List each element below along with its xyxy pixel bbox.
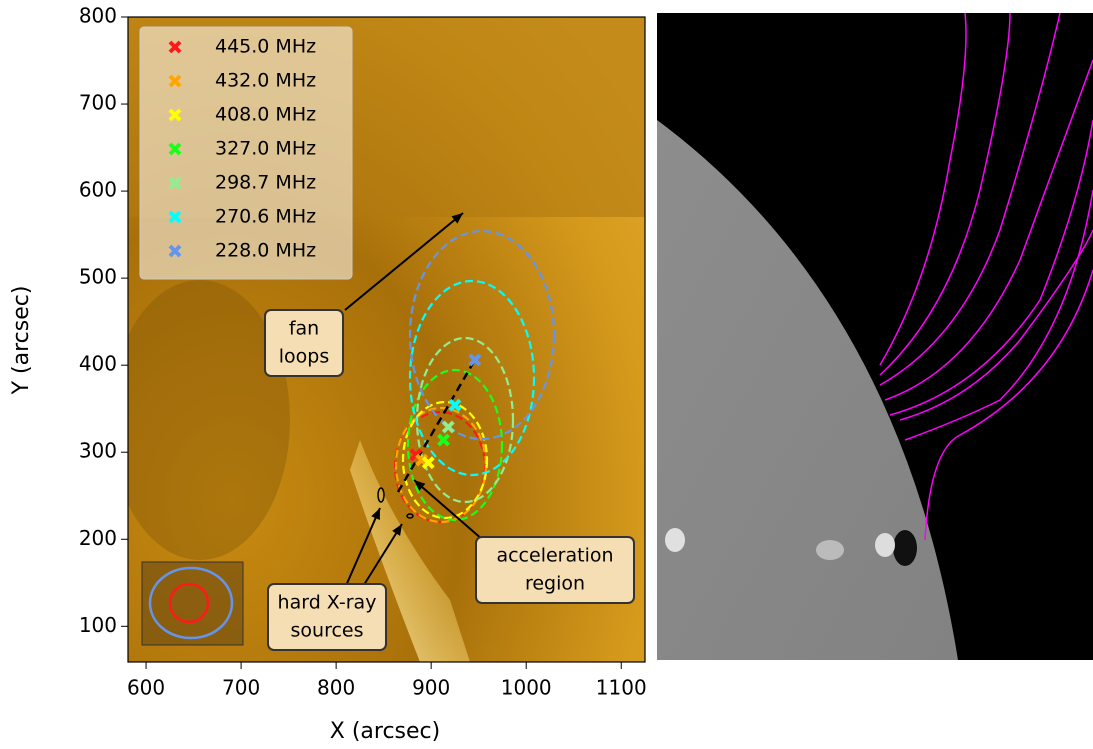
annotation-text: acceleration xyxy=(496,545,613,567)
arrow-line xyxy=(344,212,464,311)
legend-label: 432.0 MHz xyxy=(215,70,316,92)
y-tick-label: 100 xyxy=(79,613,117,637)
legend-marker xyxy=(168,74,182,88)
y-axis-label: Y (arcsec) xyxy=(9,286,34,396)
beam-circle xyxy=(168,582,210,624)
legend-marker xyxy=(168,108,182,122)
source-contour xyxy=(408,279,536,477)
hxr-contour xyxy=(406,513,414,519)
annotation-text: region xyxy=(525,573,585,595)
source-marker xyxy=(441,420,455,434)
arrow-head xyxy=(414,480,426,491)
y-tick-label: 800 xyxy=(79,4,117,28)
y-tick-label: 400 xyxy=(79,352,117,376)
y-tick-label: 500 xyxy=(79,265,117,289)
legend-label: 445.0 MHz xyxy=(215,36,316,58)
legend-marker xyxy=(168,40,182,54)
arrow-head xyxy=(451,213,463,224)
legend-label: 228.0 MHz xyxy=(215,240,316,262)
annotation-text: hard X-ray xyxy=(278,592,377,614)
legend-marker xyxy=(168,176,182,190)
x-tick-label: 800 xyxy=(317,676,355,700)
legend-label: 327.0 MHz xyxy=(215,138,316,160)
hxr-contour xyxy=(377,487,385,503)
annotation-text: fan xyxy=(289,318,319,340)
source-marker xyxy=(468,353,482,367)
x-axis-label: X (arcsec) xyxy=(330,719,440,744)
right-panel xyxy=(657,12,1093,660)
axes-frame xyxy=(127,16,646,663)
annotation-text: sources xyxy=(291,620,364,642)
arrow-line xyxy=(344,507,381,589)
source-contour xyxy=(408,229,556,441)
annotation-box xyxy=(267,583,387,651)
x-tick-label: 1000 xyxy=(501,676,552,700)
source-marker xyxy=(437,433,450,447)
legend-label: 270.6 MHz xyxy=(215,206,316,228)
annotation-box xyxy=(264,309,344,377)
annotation-text: loops xyxy=(279,346,330,368)
source-contour xyxy=(401,400,489,520)
legend-marker xyxy=(168,210,182,224)
legend-box xyxy=(139,26,353,280)
arrow-head xyxy=(392,524,402,536)
source-marker xyxy=(448,398,462,412)
legend-label: 298.7 MHz xyxy=(215,172,316,194)
y-tick-label: 300 xyxy=(79,439,117,463)
arrow-head xyxy=(371,508,380,520)
x-tick-label: 600 xyxy=(127,676,165,700)
legend-marker xyxy=(168,142,182,156)
euv-image xyxy=(128,17,645,662)
source-marker xyxy=(421,456,435,470)
arrow-line xyxy=(361,523,403,589)
arrow-line xyxy=(413,479,484,541)
legend-marker xyxy=(168,244,182,258)
x-tick-label: 700 xyxy=(222,676,260,700)
beam-ellipse xyxy=(148,566,234,640)
y-tick-label: 600 xyxy=(79,178,117,202)
plot-area: 445.0 MHz 432.0 MHz 408.0 MHz 327.0 MHz 298.… xyxy=(139,26,635,651)
beam-inset xyxy=(141,561,244,646)
y-tick-label: 700 xyxy=(79,91,117,115)
source-contour xyxy=(406,368,504,522)
legend-label: 408.0 MHz xyxy=(215,104,316,126)
x-tick-label: 900 xyxy=(412,676,450,700)
x-tick-label: 1100 xyxy=(596,676,647,700)
y-tick-label: 200 xyxy=(79,526,117,550)
annotation-box xyxy=(475,536,635,604)
